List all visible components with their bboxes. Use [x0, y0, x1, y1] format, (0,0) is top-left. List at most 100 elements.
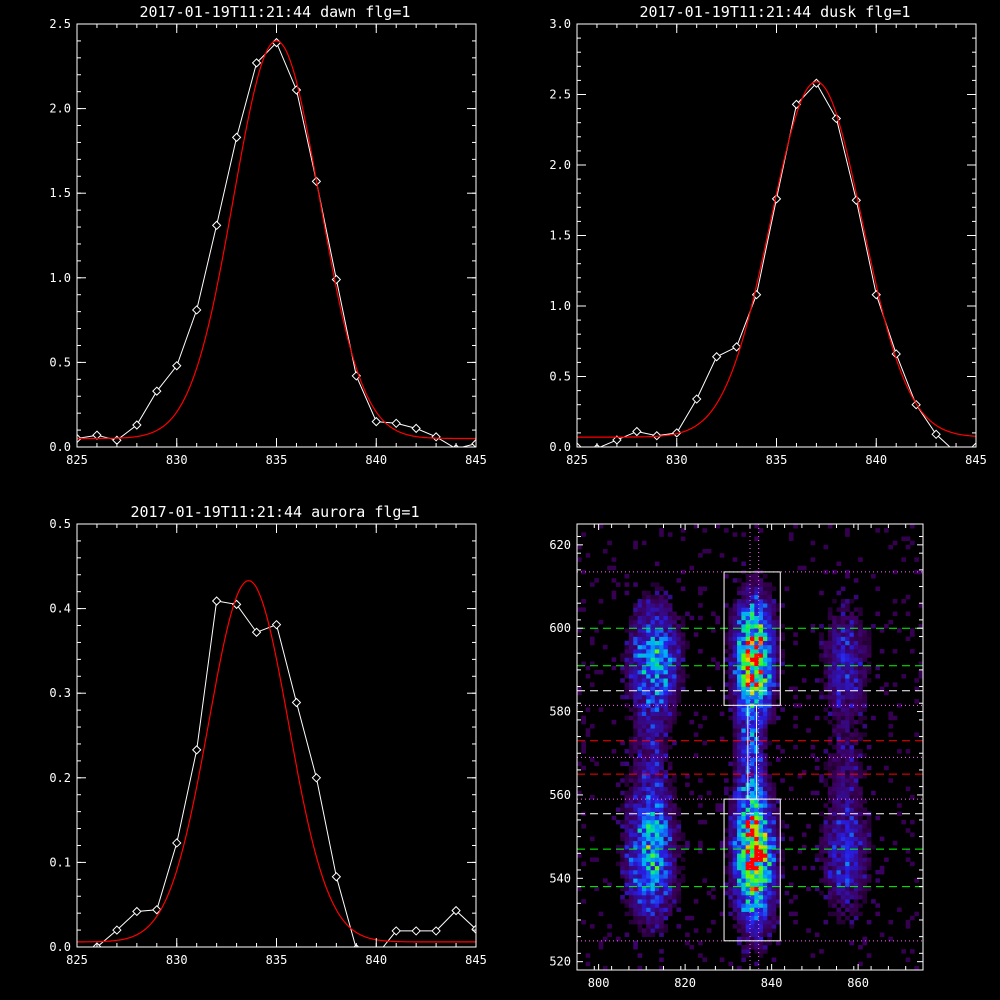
heatmap-cell: [840, 611, 846, 616]
heatmap-cell: [637, 715, 643, 721]
heatmap-cell: [607, 882, 612, 887]
heatmap-cell: [884, 690, 889, 696]
heatmap-cell: [836, 769, 842, 775]
heatmap-cell: [775, 940, 781, 946]
heatmap-cell: [659, 903, 664, 908]
heatmap-cell: [862, 878, 868, 883]
heatmap-cell: [624, 703, 630, 708]
heatmap-cell: [840, 719, 846, 725]
heatmap-cell: [724, 869, 729, 875]
heatmap-cell: [754, 915, 759, 921]
heatmap-cell: [728, 832, 734, 837]
heatmap-cell: [732, 819, 738, 825]
heatmap-cell: [724, 632, 729, 637]
heatmap-cell: [633, 861, 638, 867]
heatmap-cell: [836, 815, 842, 821]
heatmap-cell: [754, 849, 759, 854]
heatmap-cell: [732, 707, 738, 712]
heatmap-cell: [628, 661, 634, 667]
heatmap-cell: [758, 803, 764, 808]
heatmap-cell: [702, 528, 708, 533]
heatmap-cell: [741, 761, 746, 767]
heatmap-cell: [767, 636, 772, 642]
heatmap-cell: [758, 769, 764, 775]
heatmap-cell: [637, 799, 643, 804]
heatmap-cell: [840, 853, 846, 858]
heatmap-cell: [667, 649, 673, 654]
heatmap-cell: [628, 882, 634, 887]
heatmap-cell: [732, 894, 738, 900]
heatmap-cell: [676, 807, 682, 812]
x-tick-label: 845: [965, 453, 987, 467]
heatmap-cell: [910, 832, 915, 837]
heatmap-cell: [827, 757, 833, 762]
heatmap-cell: [646, 740, 651, 746]
heatmap-cell: [762, 744, 768, 750]
heatmap-cell: [840, 765, 846, 771]
heatmap-cell: [628, 894, 634, 900]
heatmap-cell: [659, 749, 664, 754]
heatmap-cell: [620, 849, 625, 854]
heatmap-cell: [758, 882, 764, 887]
heatmap-cell: [793, 744, 798, 750]
heatmap-cell: [853, 757, 859, 762]
heatmap-cell: [819, 836, 824, 842]
heatmap-cell: [676, 657, 682, 662]
heatmap-cell: [762, 707, 768, 712]
heatmap-cell: [788, 899, 794, 904]
heatmap-cell: [663, 744, 669, 750]
heatmap-cell: [827, 824, 833, 829]
heatmap-cell: [646, 603, 651, 608]
heatmap-cell: [827, 740, 833, 746]
heatmap-cell: [654, 640, 660, 646]
heatmap-cell: [758, 711, 764, 717]
heatmap-cell: [849, 857, 855, 862]
heatmap-cell: [745, 890, 751, 896]
heatmap-cell: [845, 853, 850, 858]
heatmap-cell: [910, 649, 915, 654]
heatmap-cell: [836, 757, 842, 762]
heatmap-cell: [741, 786, 746, 792]
heatmap-cell: [767, 761, 772, 767]
heatmap-cell: [845, 715, 850, 721]
heatmap-cell: [758, 644, 764, 650]
heatmap-cell: [762, 699, 768, 704]
heatmap-cell: [641, 669, 647, 675]
heatmap-cell: [832, 911, 837, 917]
heatmap-cell: [689, 790, 695, 796]
heatmap-cell: [663, 649, 669, 654]
heatmap-cell: [858, 678, 863, 683]
heatmap-cell: [650, 699, 656, 704]
heatmap-cell: [866, 840, 872, 846]
heatmap-cell: [771, 915, 777, 921]
heatmap-cell: [780, 874, 785, 879]
heatmap-cell: [905, 786, 911, 792]
heatmap-cell: [737, 782, 742, 787]
heatmap-cell: [771, 628, 777, 633]
heatmap-cell: [745, 615, 751, 621]
heatmap-cell: [737, 853, 742, 858]
heatmap-cell: [633, 769, 638, 775]
heatmap-cell: [646, 849, 651, 854]
heatmap-cell: [767, 799, 772, 804]
heatmap-cell: [663, 840, 669, 846]
heatmap-cell: [840, 736, 846, 742]
heatmap-cell: [650, 778, 656, 783]
heatmap-cell: [767, 669, 772, 675]
heatmap-cell: [771, 632, 777, 637]
heatmap-cell: [728, 640, 734, 646]
heatmap-cell: [858, 828, 863, 833]
heatmap-cell: [758, 599, 764, 604]
heatmap-cell: [745, 894, 751, 900]
plot-area: [77, 580, 476, 947]
heatmap-cell: [853, 774, 859, 779]
heatmap-cell: [633, 749, 638, 754]
heatmap-cell: [750, 707, 755, 712]
heatmap-cell: [633, 907, 638, 912]
heatmap-cell: [741, 832, 746, 837]
heatmap-cell: [628, 678, 634, 683]
heatmap-cell: [676, 644, 682, 650]
heatmap-cell: [728, 682, 734, 687]
heatmap-cell: [641, 794, 647, 800]
heatmap-cell: [845, 874, 850, 879]
